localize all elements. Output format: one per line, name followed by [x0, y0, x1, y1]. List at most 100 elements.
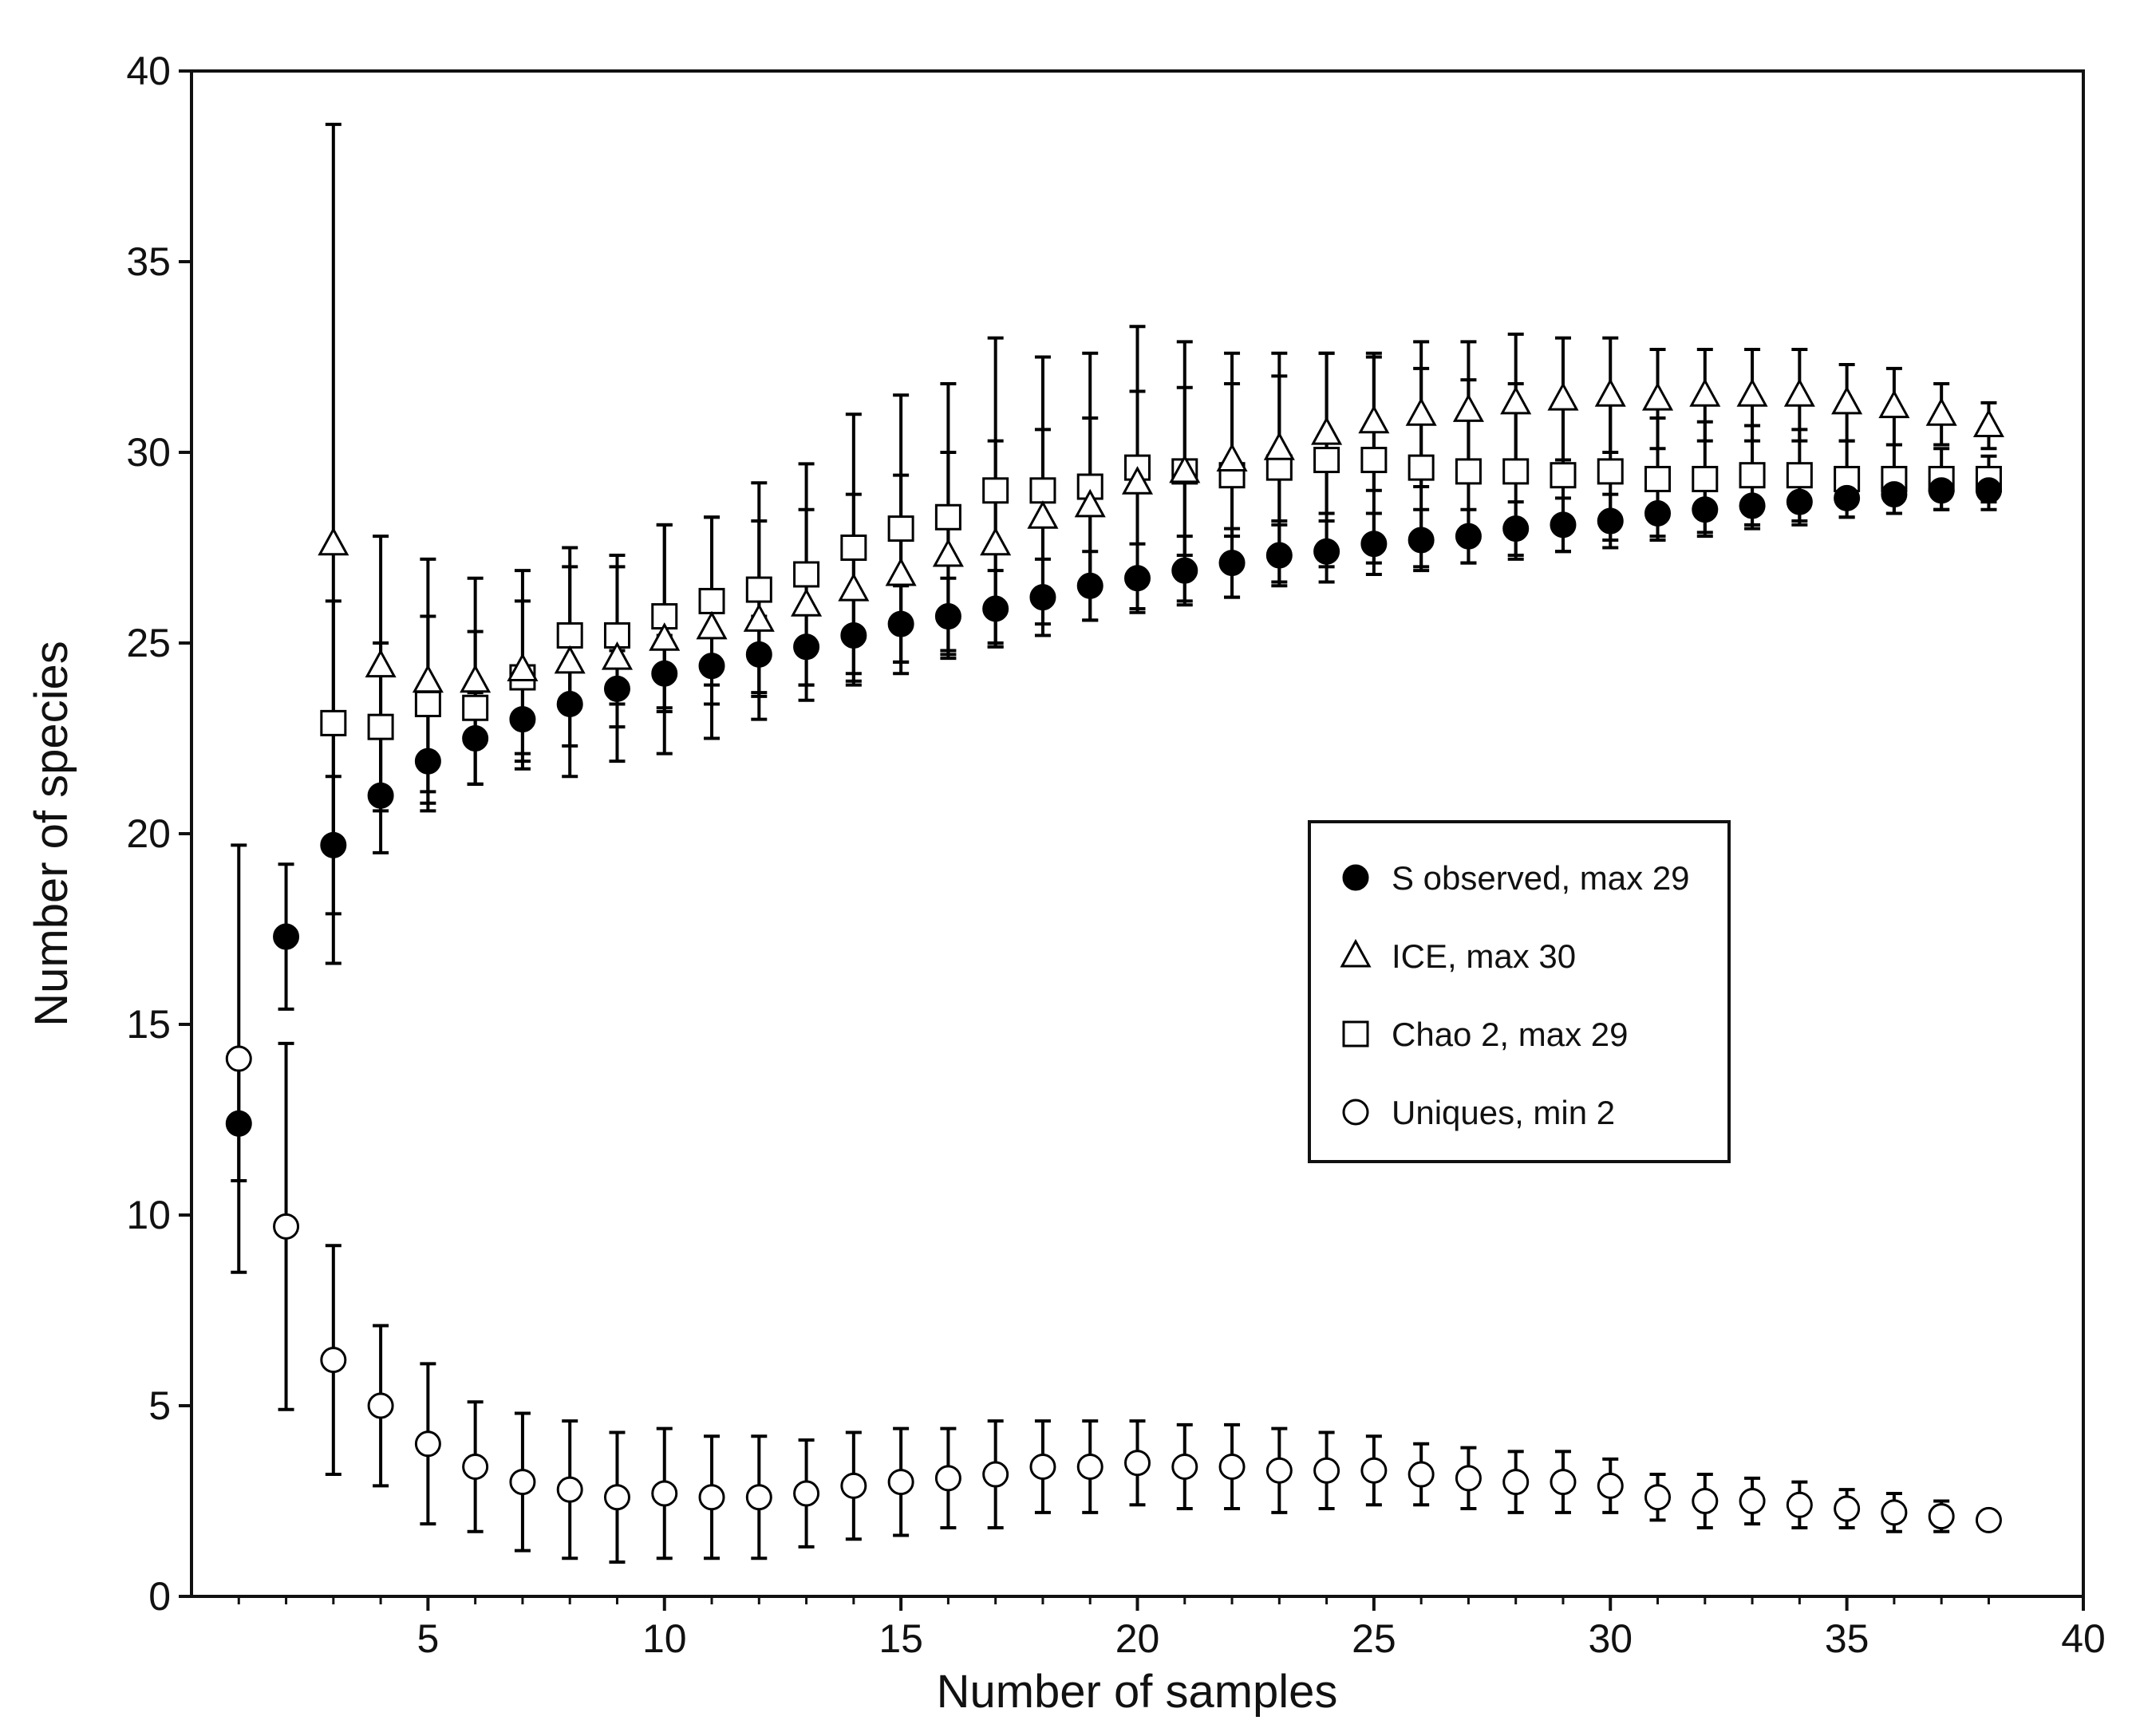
- legend-box: [1308, 820, 1731, 1163]
- marker: [1831, 385, 1863, 415]
- legend-label: S observed, max 29: [1392, 859, 1690, 897]
- marker: [1692, 496, 1719, 523]
- marker: [273, 923, 300, 950]
- marker: [1455, 1465, 1482, 1492]
- marker: [1311, 416, 1343, 445]
- marker: [1455, 458, 1482, 485]
- marker: [1265, 542, 1293, 569]
- marker: [1360, 1457, 1388, 1484]
- y-tick-label: 40: [126, 49, 171, 93]
- marker: [273, 1213, 300, 1240]
- marker: [1216, 443, 1248, 472]
- marker: [1124, 565, 1151, 592]
- marker: [982, 595, 1009, 622]
- marker: [1076, 1453, 1104, 1480]
- x-tick-label: 10: [642, 1616, 687, 1661]
- marker: [1029, 584, 1056, 611]
- marker: [1736, 378, 1768, 407]
- marker: [1313, 447, 1340, 474]
- marker: [320, 709, 347, 736]
- x-tick-label: 30: [1588, 1616, 1633, 1661]
- marker: [1878, 389, 1910, 419]
- marker: [1692, 1488, 1719, 1514]
- marker: [1550, 462, 1577, 489]
- marker: [320, 1347, 347, 1374]
- marker: [791, 588, 823, 617]
- marker: [651, 660, 678, 687]
- marker: [745, 576, 772, 603]
- marker: [1975, 1506, 2002, 1533]
- marker: [1783, 378, 1815, 407]
- legend-marker: [1340, 938, 1372, 968]
- marker: [507, 653, 539, 681]
- marker: [462, 725, 489, 752]
- marker: [365, 649, 397, 678]
- x-axis-title: Number of samples: [937, 1666, 1338, 1718]
- marker: [1408, 454, 1435, 481]
- marker: [1124, 1450, 1151, 1477]
- marker: [1218, 1453, 1246, 1480]
- marker: [1500, 385, 1532, 415]
- marker: [1739, 462, 1766, 489]
- marker: [1076, 572, 1104, 599]
- marker: [1739, 492, 1766, 519]
- marker: [462, 694, 489, 721]
- marker: [320, 831, 347, 858]
- legend-marker: [1342, 1099, 1369, 1126]
- legend-marker: [1342, 1020, 1369, 1048]
- y-tick-label: 25: [126, 621, 171, 665]
- marker: [1928, 477, 1955, 504]
- marker: [745, 641, 772, 668]
- marker: [1121, 466, 1154, 495]
- marker: [1597, 458, 1624, 485]
- marker: [980, 527, 1012, 556]
- x-tick-label: 5: [417, 1616, 439, 1661]
- x-tick-label: 40: [2061, 1616, 2106, 1661]
- marker: [603, 1484, 630, 1511]
- marker: [982, 477, 1009, 504]
- marker: [840, 1472, 867, 1499]
- marker: [1358, 404, 1390, 434]
- marker: [556, 1476, 583, 1503]
- marker: [1597, 1472, 1624, 1499]
- marker: [1455, 523, 1482, 550]
- marker: [838, 572, 870, 602]
- marker: [556, 690, 583, 717]
- marker: [696, 610, 728, 640]
- marker: [649, 622, 681, 651]
- marker: [1975, 477, 2002, 504]
- marker: [414, 690, 441, 717]
- marker: [934, 1465, 961, 1492]
- marker: [1547, 381, 1579, 411]
- marker: [1644, 1484, 1672, 1511]
- marker: [840, 621, 867, 649]
- marker: [745, 1484, 772, 1511]
- marker: [1972, 408, 2004, 438]
- legend-label: ICE, max 30: [1392, 937, 1576, 975]
- marker: [698, 587, 725, 614]
- marker: [509, 706, 536, 733]
- marker: [509, 1469, 536, 1496]
- marker: [1360, 531, 1388, 558]
- marker: [554, 645, 586, 674]
- y-tick-label: 30: [126, 430, 171, 475]
- marker: [1925, 397, 1957, 426]
- x-tick-label: 25: [1352, 1616, 1396, 1661]
- marker: [1928, 1503, 1955, 1530]
- marker: [1834, 1495, 1861, 1522]
- marker: [367, 713, 394, 740]
- plot-frame: [190, 69, 2085, 1598]
- marker: [932, 538, 964, 567]
- marker: [934, 503, 961, 531]
- marker: [1644, 499, 1672, 527]
- marker: [603, 675, 630, 702]
- marker: [887, 515, 914, 542]
- marker: [1027, 500, 1059, 529]
- y-tick-label: 5: [148, 1383, 171, 1428]
- marker: [793, 561, 820, 588]
- marker: [225, 1045, 252, 1072]
- marker: [1408, 527, 1435, 554]
- marker: [1692, 465, 1719, 492]
- marker: [1834, 484, 1861, 511]
